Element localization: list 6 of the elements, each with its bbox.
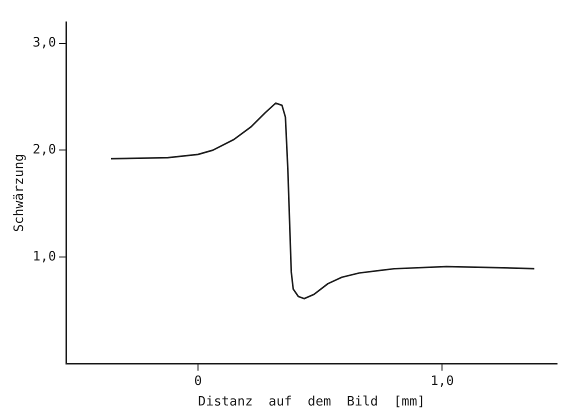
x-tick-label: 0: [194, 374, 202, 389]
x-axis-title: Distanz auf dem Bild [mm]: [198, 394, 426, 410]
y-tick-label: 1,0: [32, 249, 56, 264]
y-tick-label: 3,0: [32, 36, 56, 51]
y-axis-title: Schwärzung: [12, 154, 28, 232]
y-tick-label: 2,0: [32, 142, 56, 158]
